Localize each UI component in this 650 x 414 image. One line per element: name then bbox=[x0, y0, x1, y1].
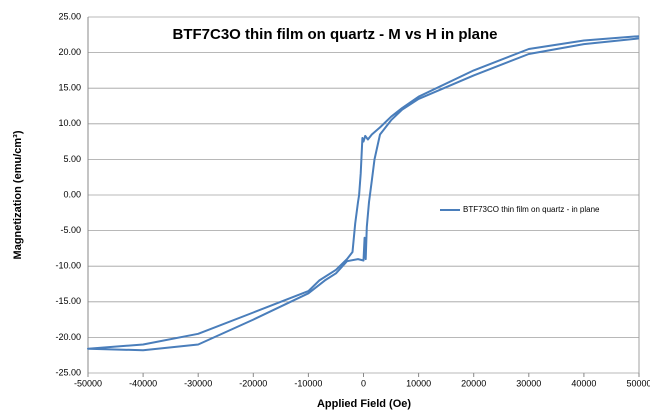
y-tick-label: 15.00 bbox=[58, 83, 81, 93]
x-tick-label: 50000 bbox=[626, 378, 650, 388]
y-axis-title: Magnetization (emu/cm³) bbox=[12, 130, 24, 259]
x-tick-label: 20000 bbox=[461, 378, 486, 388]
y-tick-label: -15.00 bbox=[55, 296, 81, 306]
y-tick-label: -25.00 bbox=[55, 367, 81, 377]
x-tick-label: -30000 bbox=[184, 378, 212, 388]
x-tick-label: -50000 bbox=[74, 378, 102, 388]
x-tick-label: 30000 bbox=[516, 378, 541, 388]
data-line bbox=[87, 35, 640, 352]
y-tick-label: -20.00 bbox=[55, 332, 81, 342]
x-tick-label: -10000 bbox=[294, 378, 322, 388]
x-tick-label: 0 bbox=[361, 378, 366, 388]
x-axis-title: Applied Field (Oe) bbox=[317, 398, 411, 410]
x-tick-label: -40000 bbox=[129, 378, 157, 388]
y-tick-label: -5.00 bbox=[60, 225, 81, 235]
x-tick-label: -20000 bbox=[239, 378, 267, 388]
chart-title: BTF7C3O thin film on quartz - M vs H in … bbox=[172, 26, 497, 43]
x-tick-label: 40000 bbox=[571, 378, 596, 388]
x-tick-label: 10000 bbox=[406, 378, 431, 388]
y-tick-label: 20.00 bbox=[58, 47, 81, 57]
y-tick-label: 0.00 bbox=[63, 189, 81, 199]
y-tick-label: 10.00 bbox=[58, 118, 81, 128]
legend-label: BTF73CO thin film on quartz - in plane bbox=[463, 205, 600, 214]
y-tick-label: -10.00 bbox=[55, 261, 81, 271]
y-tick-label: 5.00 bbox=[63, 154, 81, 164]
y-tick-label: 25.00 bbox=[58, 11, 81, 21]
